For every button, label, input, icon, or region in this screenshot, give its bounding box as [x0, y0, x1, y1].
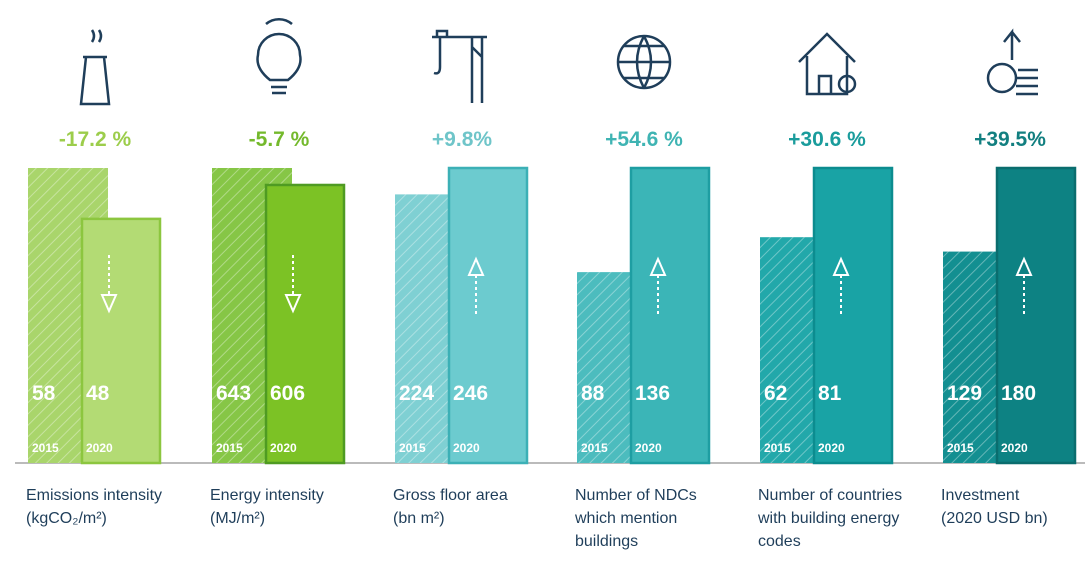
category-label: (MJ/m²): [210, 510, 265, 527]
value-label: 62: [764, 382, 787, 405]
year-label: 2020: [635, 441, 662, 455]
year-label: 2015: [32, 441, 59, 455]
year-label: 2015: [947, 441, 974, 455]
icon: [256, 17, 302, 95]
value-label: 129: [947, 382, 982, 405]
category-label: Number of NDCs: [575, 487, 697, 504]
year-label: 2020: [270, 441, 297, 455]
change-label: +30.6 %: [788, 128, 866, 151]
value-label: 246: [453, 382, 488, 405]
value-label: 81: [818, 382, 842, 405]
trend-arrowhead: [100, 294, 118, 314]
icon: [986, 28, 1038, 96]
change-label: +9.8%: [432, 128, 492, 151]
year-label: 2020: [453, 441, 480, 455]
bar: [80, 217, 162, 465]
trend-arrowhead: [649, 256, 667, 276]
icon: [432, 29, 487, 103]
bar: [629, 166, 711, 465]
change-label: -5.7 %: [249, 128, 310, 151]
value-label: 606: [270, 382, 305, 405]
icon: [616, 34, 672, 90]
trend-arrowhead: [1015, 256, 1033, 276]
category-label: Number of countries: [758, 487, 902, 504]
icon: [798, 32, 857, 96]
change-label: +39.5%: [974, 128, 1046, 151]
change-label: +54.6 %: [605, 128, 683, 151]
category-label: Energy intensity: [210, 487, 324, 504]
category-label: Investment: [941, 487, 1020, 504]
icon-part: [837, 74, 857, 94]
category-label: with building energy: [757, 510, 899, 527]
icon-part: [432, 29, 487, 103]
category-label: (bn m²): [393, 510, 445, 527]
year-label: 2020: [1001, 441, 1028, 455]
value-label: 180: [1001, 382, 1036, 405]
trend-arrowhead: [284, 294, 302, 314]
year-label: 2015: [399, 441, 426, 455]
category-label: Emissions intensity: [26, 487, 162, 504]
bar: [264, 183, 346, 465]
year-label: 2015: [216, 441, 243, 455]
year-label: 2015: [581, 441, 608, 455]
trend-arrowhead: [467, 256, 485, 276]
value-label: 88: [581, 382, 605, 405]
bar: [447, 166, 529, 465]
category-label: which mention: [574, 510, 677, 527]
bar: [812, 166, 894, 465]
trend-arrowhead: [832, 256, 850, 276]
icon-part: [1003, 28, 1038, 96]
year-label: 2015: [764, 441, 791, 455]
category-label: Gross floor area: [393, 487, 508, 504]
category-label: buildings: [575, 533, 638, 550]
icon-part: [79, 29, 111, 106]
value-label: 58: [32, 382, 56, 405]
category-label: (2020 USD bn): [941, 510, 1048, 527]
icon-part: [986, 62, 1018, 94]
value-label: 224: [399, 382, 434, 405]
change-label: -17.2 %: [59, 128, 132, 151]
value-label: 48: [86, 382, 110, 405]
icon: [79, 29, 111, 106]
bar: [995, 166, 1077, 465]
icon-part: [256, 17, 302, 95]
icon-part: [618, 35, 670, 89]
value-label: 136: [635, 382, 670, 405]
category-label: (kgCO₂/m²): [26, 510, 107, 527]
icon-part: [798, 32, 856, 96]
year-label: 2020: [86, 441, 113, 455]
value-label: 643: [216, 382, 251, 405]
category-label: codes: [758, 533, 801, 550]
year-label: 2020: [818, 441, 845, 455]
